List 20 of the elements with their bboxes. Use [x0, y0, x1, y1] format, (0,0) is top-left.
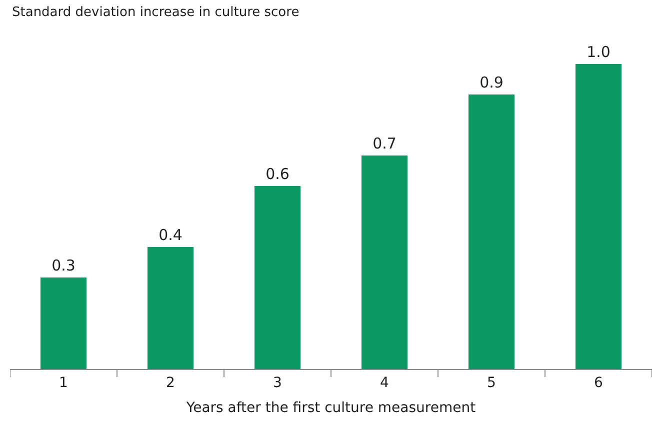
x-tick-label: 1: [59, 374, 68, 391]
data-label: 0.7: [372, 134, 396, 153]
bar: [40, 278, 87, 369]
data-label: 0.3: [52, 256, 76, 275]
y-axis-title: Standard deviation increase in culture score: [12, 5, 300, 20]
bar: [576, 64, 622, 369]
bar: [362, 156, 408, 369]
bar: [148, 247, 194, 369]
bar: [254, 186, 301, 369]
data-label: 0.4: [158, 226, 182, 244]
data-label: 1.0: [586, 43, 610, 62]
x-axis-title: Years after the first culture measurement: [185, 400, 476, 416]
x-tick-label: 5: [487, 374, 496, 391]
data-label: 0.9: [480, 74, 504, 92]
x-tick-label: 6: [594, 374, 604, 391]
x-tick-label: 3: [273, 374, 282, 391]
x-tick-label: 4: [380, 374, 390, 391]
data-label: 0.6: [266, 165, 290, 184]
x-tick-label: 2: [166, 374, 175, 391]
bar: [468, 94, 515, 369]
